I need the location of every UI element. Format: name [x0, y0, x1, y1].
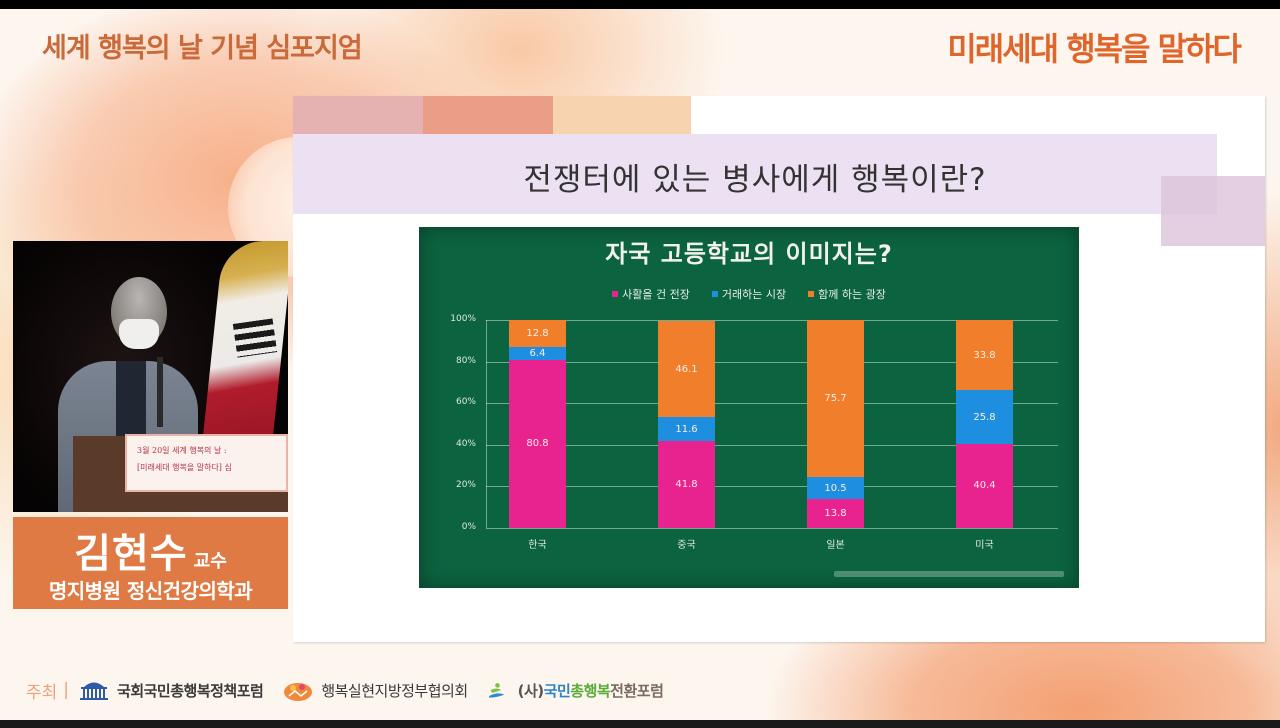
bar-segment: 6.4	[509, 346, 566, 360]
podium-sign-line: 3월 20일 세계 행복의 날 :	[137, 446, 227, 455]
y-axis	[486, 320, 487, 528]
x-tick-label: 미국	[975, 540, 994, 551]
chart-title: 자국 고등학교의 이미지는?	[605, 240, 893, 268]
speaker-name: 김현수	[74, 531, 188, 577]
speaker-title: 교수	[193, 551, 227, 572]
bar-segment: 25.8	[956, 390, 1013, 444]
legend-swatch-orange-icon	[808, 291, 815, 297]
legend-item: 함께 하는 광장	[808, 286, 886, 302]
top-letterbox	[0, 0, 1280, 9]
slide-decoration	[423, 96, 553, 138]
chart-legend: 사활을 건 전장 거래하는 시장 함께 하는 광장	[420, 286, 1078, 302]
bar-segment: 33.8	[956, 320, 1013, 391]
bar-segment: 80.8	[509, 359, 566, 528]
legend-label: 거래하는 시장	[721, 288, 787, 301]
stacked-bar: 40.4 25.8 33.8	[956, 320, 1013, 528]
happiness-council-icon	[284, 683, 313, 701]
bar-segment: 13.8	[807, 499, 864, 528]
y-tick-label: 40%	[455, 438, 476, 449]
bar-segment: 12.8	[509, 320, 566, 347]
x-tick-label: 일본	[826, 540, 845, 551]
national-assembly-icon	[80, 682, 109, 700]
bottom-letterbox	[0, 720, 1280, 728]
host-name: (사)국민총행복전환포럼	[517, 681, 664, 700]
bar-segment: 40.4	[956, 443, 1013, 528]
bar-segment: 11.6	[658, 416, 715, 442]
slide-decoration	[293, 96, 423, 138]
gridline	[486, 486, 1058, 488]
happiness-forum-icon	[488, 683, 504, 698]
y-tick-label: 20%	[455, 480, 476, 491]
legend-label: 사활을 건 전장	[622, 288, 690, 301]
presentation-slide: 전쟁터에 있는 병사에게 행복이란? 자국 고등학교의 이미지는? 사활을 건 …	[293, 96, 1265, 642]
gridline	[486, 320, 1058, 321]
gridline	[486, 444, 1058, 446]
bar-segment: 10.5	[807, 477, 864, 500]
hosts-footer: 주최 | 국회국민총행복정책포럼 행복실현지방정부협의회	[26, 676, 681, 704]
host-name: 국회국민총행복정책포럼	[117, 681, 264, 700]
slide-title-band	[293, 134, 1217, 214]
legend-item: 거래하는 시장	[711, 286, 787, 302]
face-mask	[119, 319, 159, 349]
speaker-name-row: 김현수 교수	[13, 521, 288, 579]
host-national-assembly: 국회국민총행복정책포럼	[77, 678, 264, 702]
legend-swatch-pink-icon	[612, 291, 619, 297]
stacked-bar: 13.8 10.5 75.7	[807, 320, 864, 528]
podium-sign: 3월 20일 세계 행복의 날 : [미래세대 행복을 말하다] 심	[125, 434, 288, 492]
stacked-bar: 41.8 11.6 46.1	[658, 321, 715, 528]
chart-source-footnote	[834, 571, 1064, 577]
hosts-label: 주최	[26, 682, 58, 703]
bar-segment: 75.7	[807, 320, 864, 478]
y-tick-label: 100%	[450, 314, 476, 324]
slide-title: 전쟁터에 있는 병사에게 행복이란?	[523, 162, 987, 198]
slide-decoration	[553, 96, 691, 138]
microphone-icon	[157, 357, 163, 427]
speaker-nameplate: 김현수 교수 명지병원 정신건강의학과	[13, 517, 288, 609]
legend-label: 함께 하는 광장	[818, 288, 886, 301]
host-happiness-forum: (사)국민총행복전환포럼	[486, 678, 664, 702]
gridline	[486, 361, 1058, 363]
y-tick-label: 60%	[455, 397, 476, 408]
host-happiness-council: 행복실현지방정부협의회	[281, 678, 468, 702]
event-title: 세계 행복의 날 기념 심포지엄	[42, 33, 363, 64]
gridline	[486, 528, 1058, 529]
gridline	[486, 403, 1058, 405]
legend-item: 사활을 건 전장	[612, 286, 690, 302]
host-name: 행복실현지방정부협의회	[321, 681, 468, 700]
y-tick-label: 80%	[455, 355, 476, 366]
speaker-affiliation: 명지병원 정신건강의학과	[48, 579, 253, 603]
legend-swatch-blue-icon	[711, 291, 718, 297]
y-tick-label: 0%	[461, 522, 476, 532]
event-slogan: 미래세대 행복을 말하다	[947, 30, 1242, 68]
bar-segment: 46.1	[658, 321, 715, 417]
chalkboard-chart: 자국 고등학교의 이미지는? 사활을 건 전장 거래하는 시장 함께 하는 광장…	[419, 227, 1079, 588]
chart-plot-area: 0% 20% 40% 60% 80% 100% 80.8 6.4 12.8 한국 41.8 11.6 4…	[450, 314, 1058, 551]
speaker-video: 3월 20일 세계 행복의 날 : [미래세대 행복을 말하다] 심	[13, 241, 288, 512]
speaker-shirt	[116, 361, 146, 441]
x-tick-label: 중국	[677, 540, 696, 551]
podium-sign-line: [미래세대 행복을 말하다] 심	[137, 463, 232, 472]
hosts-separator: |	[63, 680, 70, 700]
bar-segment: 41.8	[658, 441, 715, 528]
stacked-bar: 80.8 6.4 12.8	[509, 320, 566, 528]
flag-trigram-icon	[232, 318, 278, 358]
slide-decoration	[1161, 176, 1265, 246]
x-tick-label: 한국	[528, 540, 547, 551]
